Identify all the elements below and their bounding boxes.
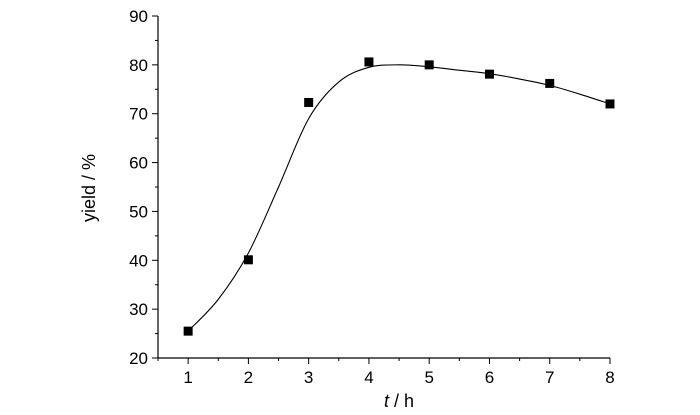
y-tick-label: 20: [129, 349, 148, 368]
y-tick-label: 70: [129, 105, 148, 124]
fit-curve: [187, 64, 611, 332]
data-point: [243, 255, 253, 265]
data-point: [484, 69, 494, 79]
y-tick-label: 40: [129, 251, 148, 270]
x-tick-label: 7: [545, 368, 554, 387]
x-tick-label: 1: [183, 368, 192, 387]
x-axis-title: t / h: [384, 391, 414, 411]
x-tick-label: 8: [605, 368, 614, 387]
y-tick-label: 90: [129, 7, 148, 26]
points-layer: [183, 57, 615, 336]
y-axis-title: yield / %: [79, 154, 99, 222]
y-axis: 20 30 40 50 60 70 80 90: [129, 7, 158, 368]
x-tick-label: 2: [244, 368, 253, 387]
x-tick-label: 5: [424, 368, 433, 387]
x-axis: 1 2 3 4 5 6 7 8: [157, 358, 615, 387]
x-tick-label: 6: [485, 368, 494, 387]
data-point: [545, 78, 555, 88]
x-tick-label: 4: [364, 368, 373, 387]
fit-layer: [187, 64, 611, 332]
data-point: [304, 97, 314, 107]
y-tick-label: 80: [129, 56, 148, 75]
data-point: [424, 60, 434, 70]
data-point: [364, 57, 374, 67]
x-tick-label: 3: [304, 368, 313, 387]
y-tick-label: 30: [129, 300, 148, 319]
y-tick-label: 50: [129, 202, 148, 221]
x-axis-variable: t: [384, 391, 390, 411]
y-tick-label: 60: [129, 154, 148, 173]
data-point: [183, 326, 193, 336]
plot-frame: [157, 16, 610, 359]
x-axis-unit: / h: [389, 391, 414, 411]
data-point: [605, 99, 615, 109]
